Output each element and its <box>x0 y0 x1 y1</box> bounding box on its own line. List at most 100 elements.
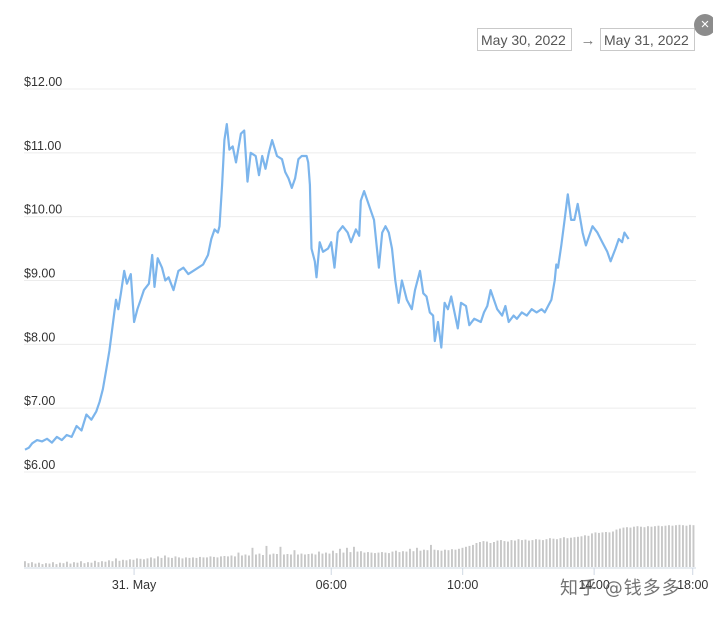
volume-bar <box>52 562 54 567</box>
volume-bar <box>573 537 576 567</box>
volume-bar <box>584 535 586 567</box>
volume-bar <box>311 553 313 567</box>
volume-bar <box>97 562 100 567</box>
volume-bar <box>538 539 541 567</box>
volume-bar <box>468 545 471 567</box>
volume-bar <box>150 557 152 567</box>
volume-bar <box>132 559 135 567</box>
volume-bar <box>171 557 173 567</box>
volume-bar <box>199 556 201 567</box>
volume-bars <box>24 524 695 567</box>
volume-bar <box>279 546 282 567</box>
x-tick-label: 18:00 <box>677 578 708 592</box>
volume-bar <box>55 564 58 567</box>
volume-bar <box>318 551 320 567</box>
volume-bar <box>160 557 163 567</box>
volume-bar <box>325 552 327 567</box>
volume-bar <box>395 550 397 567</box>
volume-bar <box>433 549 436 567</box>
volume-bar <box>549 538 551 567</box>
volume-bar <box>244 554 247 567</box>
volume-bar <box>437 550 439 567</box>
volume-bar <box>493 542 495 567</box>
x-axis-ticks: 31. May 06:00 10:00 14:00 18:00 <box>112 568 708 592</box>
watermark: 知乎 @钱多多 <box>560 578 681 599</box>
volume-bar <box>412 551 415 567</box>
volume-bar <box>206 557 208 567</box>
y-axis-ticks: $12.00 $11.00 $10.00 $9.00 $8.00 $7.00 $6.00 <box>24 75 62 472</box>
close-icon[interactable]: × <box>694 14 713 36</box>
volume-bar <box>531 540 534 567</box>
volume-bar <box>34 563 37 567</box>
volume-bar <box>174 556 177 567</box>
y-tick-label: $10.00 <box>24 203 62 217</box>
y-tick-label: $9.00 <box>24 267 55 281</box>
volume-bar <box>115 558 117 567</box>
volume-bar <box>286 554 289 567</box>
volume-bar <box>192 557 194 567</box>
volume-bar <box>461 547 464 567</box>
volume-bar <box>577 536 579 567</box>
volume-bar <box>293 550 296 567</box>
volume-bar <box>104 561 107 567</box>
volume-bar <box>304 554 306 567</box>
volume-bar <box>164 555 166 567</box>
volume-bar <box>363 552 366 567</box>
date-from-input[interactable]: May 30, 2022 <box>477 28 572 51</box>
volume-bar <box>661 526 663 567</box>
volume-bar <box>202 557 205 567</box>
volume-bar <box>59 562 61 567</box>
volume-bar <box>409 548 411 567</box>
volume-bar <box>272 553 275 567</box>
volume-bar <box>94 560 96 567</box>
volume-bar <box>524 539 527 567</box>
volume-bar <box>122 559 124 567</box>
volume-bar <box>181 558 184 567</box>
volume-bar <box>87 562 89 567</box>
volume-bar <box>83 563 86 567</box>
volume-bar <box>626 527 628 567</box>
volume-bar <box>80 561 82 567</box>
volume-bar <box>251 547 254 567</box>
volume-bar <box>118 560 121 567</box>
volume-bar <box>486 541 488 567</box>
volume-bar <box>146 558 149 567</box>
volume-bar <box>668 525 670 567</box>
volume-bar <box>276 554 278 567</box>
volume-bar <box>220 556 222 567</box>
volume-bar <box>496 540 499 567</box>
volume-bar <box>563 537 565 567</box>
volume-bar <box>598 532 600 567</box>
volume-bar <box>640 526 642 567</box>
volume-bar <box>570 537 572 567</box>
volume-bar <box>601 532 604 567</box>
volume-bar <box>500 540 502 567</box>
volume-bar <box>321 553 324 567</box>
volume-bar <box>535 539 537 567</box>
volume-bar <box>521 540 523 567</box>
date-to-input[interactable]: May 31, 2022 <box>600 28 695 51</box>
volume-bar <box>608 532 611 567</box>
volume-bar <box>223 556 226 567</box>
volume-bar <box>307 554 310 567</box>
volume-bar <box>332 550 334 567</box>
volume-bar <box>111 561 114 567</box>
volume-bar <box>237 552 240 567</box>
volume-bar <box>391 551 394 567</box>
volume-bar <box>143 559 145 567</box>
range-arrow-icon: → <box>580 32 596 49</box>
volume-bar <box>566 538 569 567</box>
grid <box>24 88 696 473</box>
volume-bar <box>647 526 649 567</box>
volume-bar <box>458 548 460 567</box>
volume-bar <box>612 531 614 567</box>
volume-bar <box>24 561 26 567</box>
volume-bar <box>384 552 387 567</box>
volume-bar <box>482 541 485 567</box>
volume-bar <box>615 529 618 567</box>
volume-bar <box>300 553 303 567</box>
x-tick-label: 31. May <box>112 578 157 592</box>
volume-bar <box>580 536 583 567</box>
volume-bar <box>76 562 79 567</box>
